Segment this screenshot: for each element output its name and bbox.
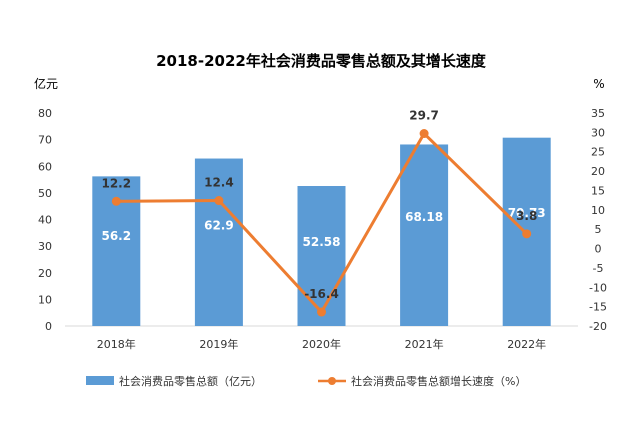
left-tick-label: 0 <box>45 320 52 333</box>
right-tick-label: 25 <box>591 146 605 159</box>
growth-value-label: -16.4 <box>304 287 339 301</box>
growth-point <box>419 129 429 139</box>
x-tick-label: 2021年 <box>405 337 444 351</box>
left-tick-label: 30 <box>38 240 52 253</box>
left-tick-label: 20 <box>38 267 52 280</box>
left-axis-ticks: 0 10 20 30 40 50 60 70 80 <box>38 107 52 333</box>
right-tick-label: 30 <box>591 126 605 139</box>
x-tick-label: 2019年 <box>199 337 238 351</box>
line-series <box>111 129 532 317</box>
legend-bar-swatch <box>86 376 114 385</box>
chart-title: 2018-2022年社会消费品零售总额及其增长速度 <box>156 52 487 70</box>
bar <box>400 144 449 326</box>
growth-point <box>522 229 532 239</box>
left-tick-label: 70 <box>38 134 52 147</box>
right-tick-label: -5 <box>593 262 604 275</box>
right-tick-label: 35 <box>591 107 605 120</box>
legend-bar-label: 社会消费品零售总额（亿元） <box>119 374 262 388</box>
x-tick-label: 2022年 <box>507 337 546 351</box>
x-tick-label: 2018年 <box>97 337 136 351</box>
legend-line-label: 社会消费品零售总额增长速度（%） <box>351 374 526 388</box>
growth-point <box>317 307 326 317</box>
right-axis-ticks: -20 -15 -10 -5 0 5 10 15 20 25 30 35 <box>589 107 607 333</box>
growth-value-label: 3.8 <box>516 209 537 223</box>
bar-value-label: 62.9 <box>204 219 234 233</box>
right-tick-label: 10 <box>591 204 605 217</box>
left-axis-unit: 亿元 <box>34 76 58 91</box>
legend: 社会消费品零售总额（亿元） 社会消费品零售总额增长速度（%） <box>86 374 526 388</box>
bar-value-label: 70.73 <box>508 206 546 220</box>
growth-point <box>214 196 224 206</box>
left-tick-label: 60 <box>38 160 52 173</box>
right-tick-label: -15 <box>589 301 607 314</box>
right-tick-label: 5 <box>595 223 602 236</box>
bar-value-label: 68.18 <box>405 210 443 224</box>
right-tick-label: -20 <box>589 320 607 333</box>
legend-line-marker <box>328 377 336 385</box>
left-tick-label: 10 <box>38 293 52 306</box>
right-tick-label: 15 <box>591 184 605 197</box>
growth-point <box>111 196 121 206</box>
right-axis-unit: % <box>593 77 604 91</box>
right-tick-label: 0 <box>595 243 602 256</box>
left-tick-label: 50 <box>38 187 52 200</box>
right-tick-label: -10 <box>589 281 607 294</box>
bar-value-label: 56.2 <box>101 229 131 243</box>
left-tick-label: 40 <box>38 214 52 227</box>
bar <box>194 158 243 326</box>
left-tick-label: 80 <box>38 107 52 120</box>
growth-value-label: 29.7 <box>409 109 439 123</box>
bar-data-labels: 56.2 62.9 52.58 68.18 70.73 <box>101 206 545 249</box>
line-data-labels: 12.2 12.4 -16.4 29.7 3.8 <box>101 109 537 302</box>
growth-value-label: 12.2 <box>101 176 131 190</box>
x-axis-ticks: 2018年 2019年 2020年 2021年 2022年 <box>97 337 546 351</box>
growth-value-label: 12.4 <box>204 176 234 190</box>
bar-value-label: 52.58 <box>303 235 341 249</box>
bar <box>297 186 346 326</box>
x-tick-label: 2020年 <box>302 337 341 351</box>
bar-series <box>92 137 551 326</box>
right-tick-label: 20 <box>591 165 605 178</box>
